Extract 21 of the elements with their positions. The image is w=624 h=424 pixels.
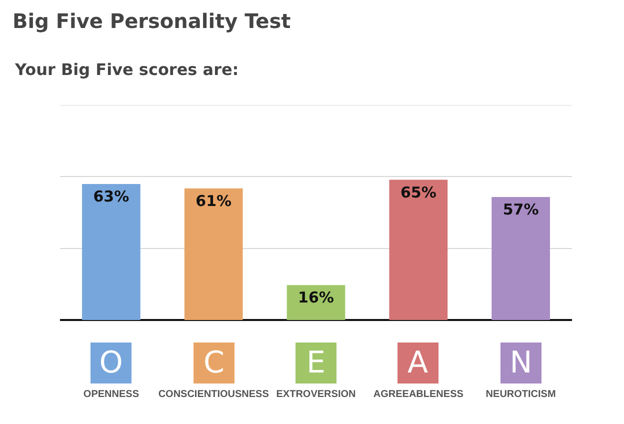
text: E — [306, 346, 326, 380]
bar — [389, 180, 448, 320]
bar — [184, 188, 243, 320]
x-tick-label: NEUROTICISM — [486, 389, 556, 400]
x-tick-label: CONSCIENTIOUSNESS — [158, 389, 270, 400]
chart-subtitle: Your Big Five scores are: — [14, 60, 239, 79]
bar — [82, 184, 140, 320]
data-label: 16% — [298, 288, 334, 307]
x-tick-label: EXTROVERSION — [276, 389, 356, 400]
data-label: 65% — [400, 183, 436, 202]
text: C — [204, 346, 224, 380]
x-tick-label: AGREEABLENESS — [373, 389, 464, 400]
bar — [492, 196, 550, 320]
text: A — [408, 346, 428, 380]
chart-title: Big Five Personality Test — [12, 9, 292, 34]
data-label: 61% — [196, 192, 232, 210]
data-label: 57% — [502, 200, 539, 218]
text: N — [510, 346, 532, 380]
text: O — [99, 346, 123, 380]
data-label: 63% — [93, 188, 130, 206]
x-tick-label: OPENNESS — [83, 389, 140, 400]
